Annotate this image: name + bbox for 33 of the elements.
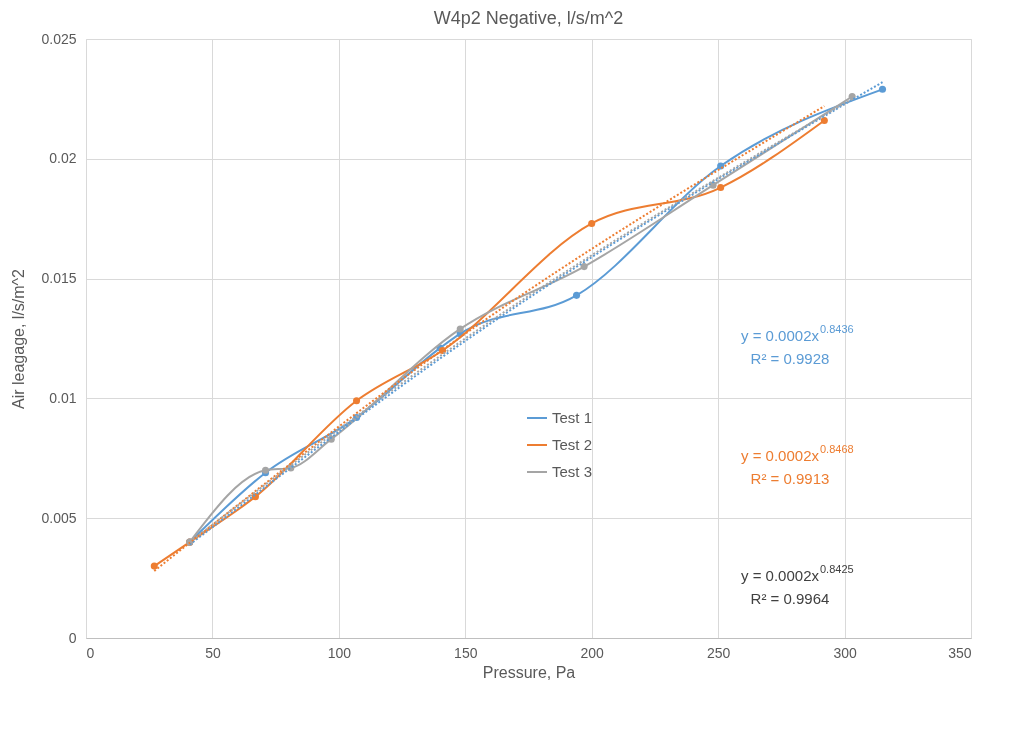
x-tick-label: 100 (327, 644, 352, 661)
x-tick-label: 0 (86, 644, 95, 661)
point (150, 562, 158, 570)
x-tick-label: 300 (833, 644, 857, 661)
x-tick-label: 50 (205, 644, 221, 661)
annotation: R² = 0.9928 (750, 350, 830, 367)
point (848, 92, 856, 101)
point (353, 397, 361, 405)
annotation: R² = 0.9913 (750, 470, 830, 487)
legend-label: Test 1 (552, 409, 593, 426)
y-tick-label: 0.01 (49, 389, 77, 406)
x-tick-label: 150 (454, 644, 478, 661)
y-tick-label: 0.005 (41, 509, 77, 526)
point (820, 116, 828, 124)
legend-label: Test 2 (552, 436, 593, 453)
annotation: R² = 0.9964 (750, 590, 830, 607)
chart-title: W4p2 Negative, l/s/m^2 (433, 8, 624, 28)
y-tick-label: 0.02 (49, 150, 77, 167)
y-tick-label: 0.025 (41, 30, 77, 47)
y-axis-title: Air leagage, l/s/m^2 (10, 268, 28, 410)
x-tick-label: 350 (948, 644, 972, 661)
x-tick-label: 250 (706, 644, 731, 661)
x-tick-label: 200 (580, 644, 605, 661)
y-tick-label: 0 (68, 629, 77, 646)
x-axis-title: Pressure, Pa (482, 663, 576, 681)
point (456, 325, 464, 333)
point (717, 184, 725, 192)
point (588, 219, 596, 228)
point (573, 291, 581, 299)
point (580, 263, 588, 271)
point (878, 85, 887, 93)
y-tick-label: 0.015 (41, 270, 77, 287)
legend-label: Test 3 (552, 463, 593, 480)
